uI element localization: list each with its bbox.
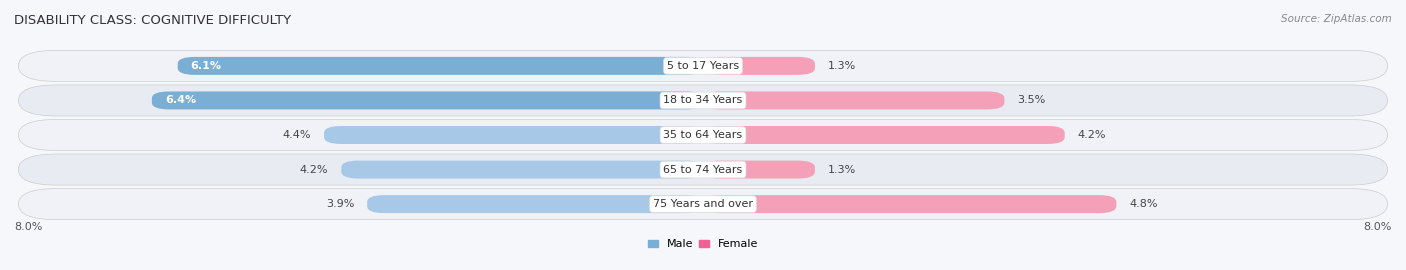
Text: 8.0%: 8.0% [14, 222, 42, 232]
FancyBboxPatch shape [342, 161, 703, 178]
FancyBboxPatch shape [18, 50, 1388, 82]
Text: 5 to 17 Years: 5 to 17 Years [666, 61, 740, 71]
Text: 1.3%: 1.3% [828, 61, 856, 71]
Text: 1.3%: 1.3% [828, 164, 856, 175]
FancyBboxPatch shape [367, 195, 703, 213]
Text: 8.0%: 8.0% [1364, 222, 1392, 232]
FancyBboxPatch shape [703, 161, 815, 178]
Text: 6.1%: 6.1% [191, 61, 222, 71]
Text: 35 to 64 Years: 35 to 64 Years [664, 130, 742, 140]
Text: 75 Years and over: 75 Years and over [652, 199, 754, 209]
Text: 65 to 74 Years: 65 to 74 Years [664, 164, 742, 175]
Text: 4.2%: 4.2% [299, 164, 329, 175]
Text: DISABILITY CLASS: COGNITIVE DIFFICULTY: DISABILITY CLASS: COGNITIVE DIFFICULTY [14, 14, 291, 26]
FancyBboxPatch shape [18, 85, 1388, 116]
FancyBboxPatch shape [152, 92, 703, 109]
FancyBboxPatch shape [323, 126, 703, 144]
Text: 4.8%: 4.8% [1129, 199, 1157, 209]
Text: 4.2%: 4.2% [1077, 130, 1107, 140]
Text: 18 to 34 Years: 18 to 34 Years [664, 95, 742, 106]
FancyBboxPatch shape [18, 119, 1388, 151]
FancyBboxPatch shape [703, 195, 1116, 213]
FancyBboxPatch shape [703, 92, 1004, 109]
Legend: Male, Female: Male, Female [644, 235, 762, 254]
Text: 3.5%: 3.5% [1018, 95, 1046, 106]
Text: 6.4%: 6.4% [165, 95, 195, 106]
FancyBboxPatch shape [703, 126, 1064, 144]
Text: 4.4%: 4.4% [283, 130, 311, 140]
Text: 3.9%: 3.9% [326, 199, 354, 209]
FancyBboxPatch shape [18, 154, 1388, 185]
FancyBboxPatch shape [18, 188, 1388, 220]
FancyBboxPatch shape [177, 57, 703, 75]
Text: Source: ZipAtlas.com: Source: ZipAtlas.com [1281, 14, 1392, 23]
FancyBboxPatch shape [703, 57, 815, 75]
